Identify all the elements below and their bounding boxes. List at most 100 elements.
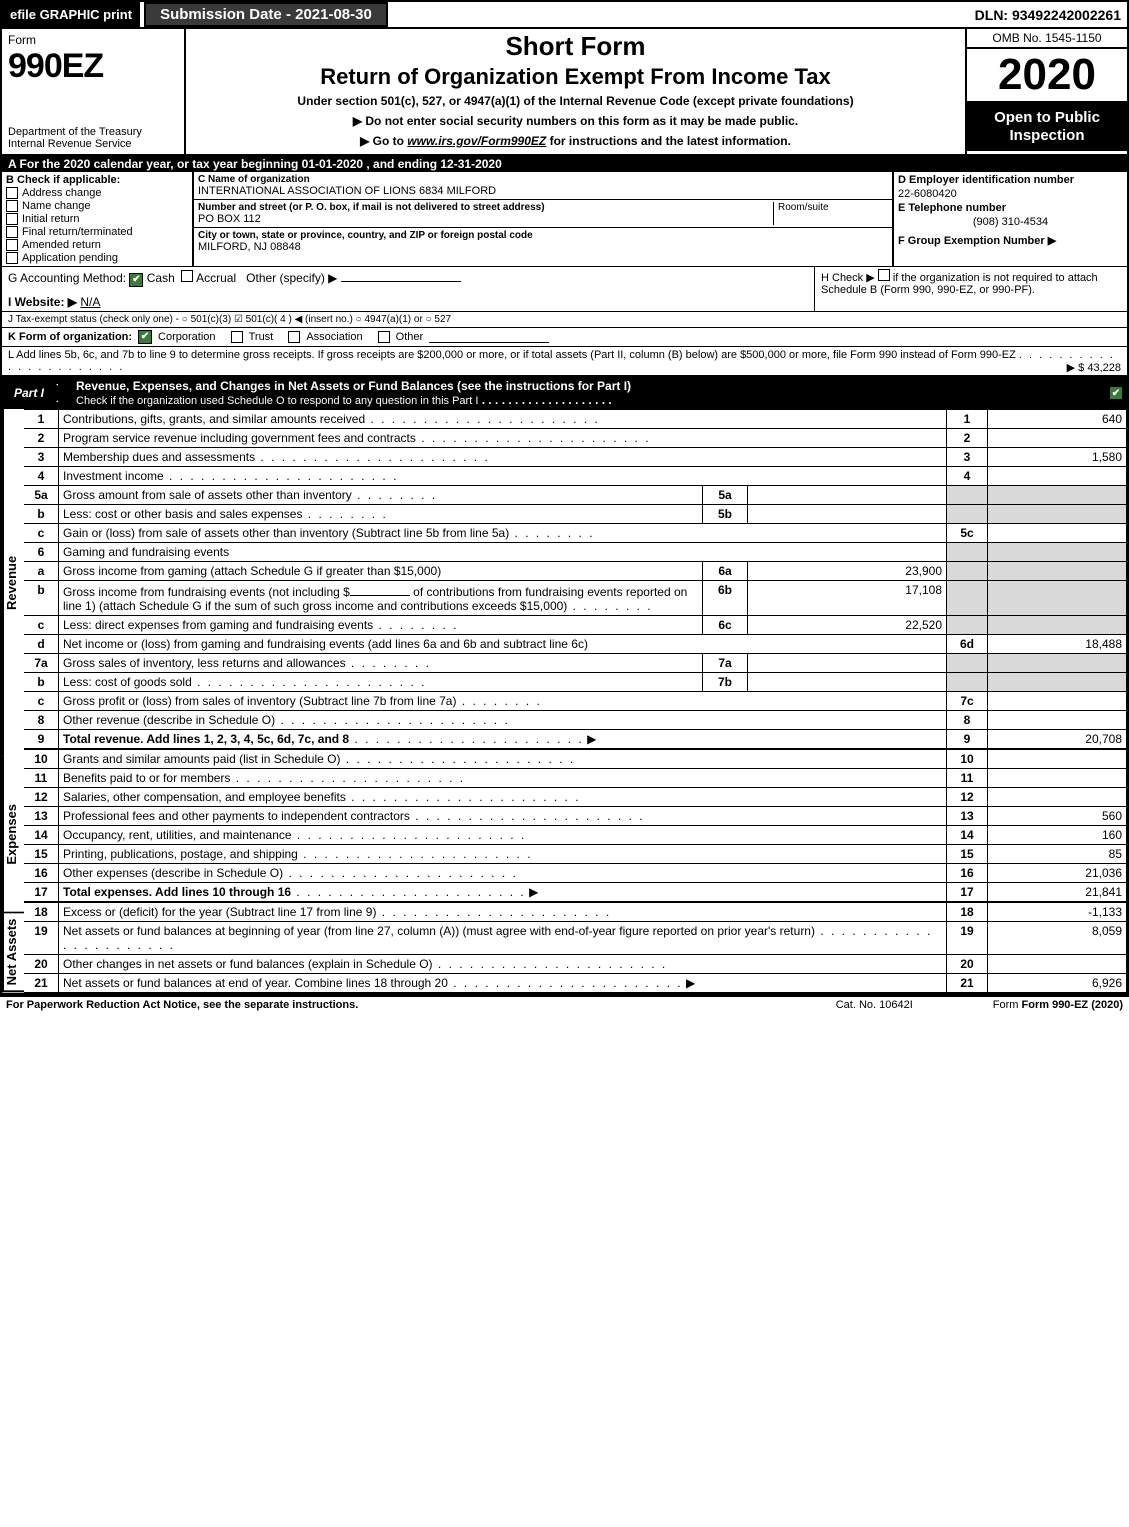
column-b: B Check if applicable: Address change Na… <box>2 172 194 266</box>
goto-pre: ▶ Go to <box>360 134 407 148</box>
topbar: efile GRAPHIC print Submission Date - 20… <box>2 2 1127 29</box>
room-suite-label: Room/suite <box>773 202 888 225</box>
short-form-title: Short Form <box>194 31 957 62</box>
chk-address-change[interactable]: Address change <box>6 187 188 199</box>
line-15: 15Printing, publications, postage, and s… <box>24 844 1127 863</box>
tax-year: 2020 <box>967 49 1127 103</box>
row-a-tax-year: A For the 2020 calendar year, or tax yea… <box>2 156 1127 172</box>
catalog-number: Cat. No. 10642I <box>836 999 913 1011</box>
line-5a: 5aGross amount from sale of assets other… <box>24 485 1127 504</box>
info-block: B Check if applicable: Address change Na… <box>2 172 1127 267</box>
row-g: G Accounting Method: ✔ Cash Accrual Othe… <box>2 267 814 311</box>
website-value: N/A <box>80 295 100 309</box>
chk-name-change[interactable]: Name change <box>6 200 188 212</box>
department-label: Department of the Treasury Internal Reve… <box>8 126 178 150</box>
line-10: 10Grants and similar amounts paid (list … <box>24 749 1127 769</box>
other-org-checkbox-icon[interactable] <box>378 331 390 343</box>
cash-checkbox-icon[interactable]: ✔ <box>129 273 143 287</box>
goto-post: for instructions and the latest informat… <box>550 134 791 148</box>
line-11: 11Benefits paid to or for members11 <box>24 768 1127 787</box>
other-specify-field[interactable] <box>341 269 461 282</box>
return-title: Return of Organization Exempt From Incom… <box>194 64 957 90</box>
schedule-o-checkbox[interactable]: ✔ <box>1109 385 1127 401</box>
checked-icon: ✔ <box>1109 386 1123 400</box>
header-center: Short Form Return of Organization Exempt… <box>186 29 965 154</box>
tel-value: (908) 310-4534 <box>898 216 1123 228</box>
part-1-tab: Part I <box>2 384 58 402</box>
row-k-org-form: K Form of organization: ✔Corporation Tru… <box>2 328 1127 347</box>
chk-amended[interactable]: Amended return <box>6 239 188 251</box>
dln-label: DLN: 93492242002261 <box>975 2 1127 27</box>
ein-label: D Employer identification number <box>898 174 1123 186</box>
checkbox-icon[interactable] <box>6 187 18 199</box>
form-number: 990EZ <box>8 47 178 86</box>
line-5b: bLess: cost or other basis and sales exp… <box>24 504 1127 523</box>
line-20: 20Other changes in net assets or fund ba… <box>24 954 1127 973</box>
line-12: 12Salaries, other compensation, and empl… <box>24 787 1127 806</box>
line-6a: aGross income from gaming (attach Schedu… <box>24 561 1127 580</box>
association-checkbox-icon[interactable] <box>288 331 300 343</box>
addr-label: Number and street (or P. O. box, if mail… <box>198 202 773 213</box>
org-name: INTERNATIONAL ASSOCIATION OF LIONS 6834 … <box>198 185 888 197</box>
checkbox-icon[interactable] <box>6 239 18 251</box>
column-c: C Name of organization INTERNATIONAL ASS… <box>194 172 892 266</box>
chk-initial-return[interactable]: Initial return <box>6 213 188 225</box>
open-public-badge: Open to Public Inspection <box>967 103 1127 151</box>
dots-icon: . . . . . . . . . . . . . . . . . . . . <box>482 393 612 407</box>
checkbox-icon[interactable] <box>6 200 18 212</box>
row-l-text: L Add lines 5b, 6c, and 7b to line 9 to … <box>8 349 1016 361</box>
expenses-side-label: Expenses <box>2 757 24 914</box>
cash-label: Cash <box>147 271 175 285</box>
ssn-warning: ▶ Do not enter social security numbers o… <box>194 114 957 128</box>
line-17: 17Total expenses. Add lines 10 through 1… <box>24 882 1127 902</box>
row-l-gross-receipts: L Add lines 5b, 6c, and 7b to line 9 to … <box>2 347 1127 377</box>
irs-link[interactable]: www.irs.gov/Form990EZ <box>407 134 546 148</box>
accrual-checkbox-icon[interactable] <box>181 270 193 282</box>
city-label: City or town, state or province, country… <box>198 230 888 241</box>
arrow-icon: ▶ <box>686 976 695 990</box>
group-exemption-label: F Group Exemption Number ▶ <box>898 234 1123 247</box>
corporation-checkbox-icon[interactable]: ✔ <box>138 330 152 344</box>
part-1-title: Revenue, Expenses, and Changes in Net As… <box>58 377 1109 409</box>
omb-number: OMB No. 1545-1150 <box>967 29 1127 49</box>
org-name-label: C Name of organization <box>198 174 888 185</box>
part-1-header: Part I Revenue, Expenses, and Changes in… <box>2 377 1127 409</box>
website-label: I Website: ▶ <box>8 295 77 309</box>
arrow-icon: ▶ <box>587 732 596 746</box>
checkbox-icon[interactable] <box>6 252 18 264</box>
row-h: H Check ▶ if the organization is not req… <box>814 267 1127 311</box>
checkbox-icon[interactable] <box>6 213 18 225</box>
other-specify-label: Other (specify) ▶ <box>246 271 337 285</box>
line-19: 19Net assets or fund balances at beginni… <box>24 921 1127 954</box>
trust-checkbox-icon[interactable] <box>231 331 243 343</box>
line-2: 2Program service revenue including gover… <box>24 428 1127 447</box>
line-4: 4Investment income4 <box>24 466 1127 485</box>
part-1-body: Revenue Expenses Net Assets 1Contributio… <box>2 409 1127 993</box>
chk-final-return[interactable]: Final return/terminated <box>6 226 188 238</box>
efile-print-button[interactable]: efile GRAPHIC print <box>2 2 140 27</box>
line-3: 3Membership dues and assessments31,580 <box>24 447 1127 466</box>
part-1-table: 1Contributions, gifts, grants, and simil… <box>24 409 1127 993</box>
line-14: 14Occupancy, rent, utilities, and mainte… <box>24 825 1127 844</box>
line-7b: bLess: cost of goods sold7b <box>24 672 1127 691</box>
line-8: 8Other revenue (describe in Schedule O)8 <box>24 710 1127 729</box>
schedule-b-checkbox-icon[interactable] <box>878 269 890 281</box>
line-7a: 7aGross sales of inventory, less returns… <box>24 653 1127 672</box>
other-org-field[interactable] <box>429 330 549 343</box>
chk-application-pending[interactable]: Application pending <box>6 252 188 264</box>
line-18: 18Excess or (deficit) for the year (Subt… <box>24 902 1127 922</box>
accounting-method-label: G Accounting Method: <box>8 271 126 285</box>
goto-line: ▶ Go to www.irs.gov/Form990EZ for instru… <box>194 134 957 148</box>
org-city: MILFORD, NJ 08848 <box>198 241 888 253</box>
line-9: 9Total revenue. Add lines 1, 2, 3, 4, 5c… <box>24 729 1127 749</box>
line-6: 6Gaming and fundraising events <box>24 542 1127 561</box>
checkbox-icon[interactable] <box>6 226 18 238</box>
row-k-label: K Form of organization: <box>8 331 132 343</box>
h-pre: H Check ▶ <box>821 272 878 284</box>
line-6c: cLess: direct expenses from gaming and f… <box>24 615 1127 634</box>
row-g-h: G Accounting Method: ✔ Cash Accrual Othe… <box>2 267 1127 312</box>
form-header: Form 990EZ Department of the Treasury In… <box>2 29 1127 156</box>
page-footer: For Paperwork Reduction Act Notice, see … <box>0 995 1129 1013</box>
header-left: Form 990EZ Department of the Treasury In… <box>2 29 186 154</box>
line-1: 1Contributions, gifts, grants, and simil… <box>24 409 1127 428</box>
